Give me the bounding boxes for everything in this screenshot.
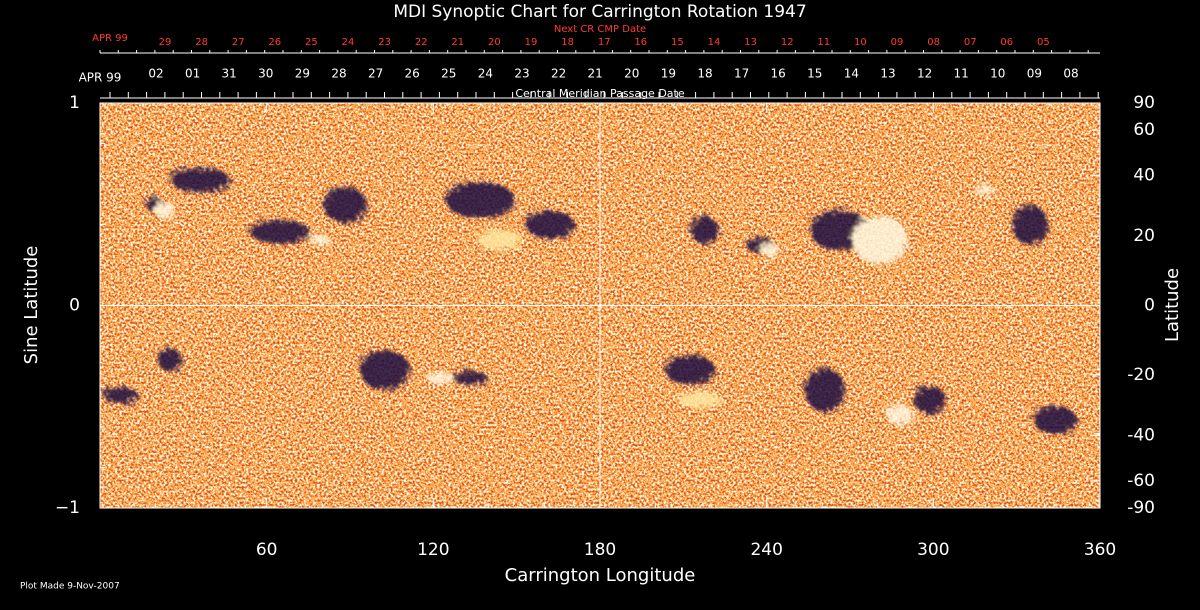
chart-title: MDI Synoptic Chart for Carrington Rotati… [393,2,806,22]
y2-axis-label: Latitude [1162,268,1183,342]
cmp-date: 24 [478,67,493,81]
next-cr-date: 17 [598,37,611,48]
next-cr-date: 15 [671,37,684,48]
cmp-date: 09 [1027,67,1042,81]
next-cr-date: 28 [195,37,208,48]
top-axis-month: APR 99 [92,33,128,44]
next-cr-date: 06 [1000,37,1013,48]
x-tick-label: 180 [584,540,616,560]
next-cr-date: 13 [744,37,757,48]
cmp-date: 26 [405,67,420,81]
next-cr-date: 23 [378,37,391,48]
y2-tick-label: -40 [1127,426,1155,446]
next-cr-date: 25 [305,37,318,48]
y-tick-label: 0 [69,296,80,316]
cmp-date: 20 [624,67,639,81]
next-cr-date: 14 [708,37,721,48]
y2-tick-label: 40 [1133,165,1155,185]
next-cr-date: 22 [415,37,428,48]
next-cr-date: 09 [891,37,904,48]
next-cr-date: 11 [817,37,830,48]
x-tick-label: 360 [1084,540,1116,560]
next-cr-date: 21 [451,37,464,48]
x-axis-label: Carrington Longitude [505,565,696,586]
y2-tick-label: 60 [1133,120,1155,140]
cmp-date: 08 [1063,67,1078,81]
flux-regions [102,168,1077,434]
next-cr-date: 19 [525,37,538,48]
y-axis-label: Sine Latitude [21,246,42,365]
next-cr-date: 16 [634,37,647,48]
cmp-date: 17 [734,67,749,81]
y2-tick-label: 90 [1133,93,1155,113]
next-cr-date: 20 [488,37,501,48]
cmp-date: 01 [185,67,200,81]
cmp-date: 27 [368,67,383,81]
cmp-date: 10 [990,67,1005,81]
cmp-date: 25 [441,67,456,81]
cmp-date: 14 [844,67,859,81]
x-tick-label: 300 [917,540,949,560]
x-tick-label: 240 [750,540,782,560]
y2-tick-label: -20 [1127,365,1155,385]
cmp-date: 12 [917,67,932,81]
cmp-date: 29 [295,67,310,81]
y2-tick-label: -60 [1127,471,1155,491]
next-cr-date: 07 [964,37,977,48]
y2-tick-label: 0 [1144,296,1155,316]
footnote: Plot Made 9-Nov-2007 [20,582,120,592]
next-cr-date: 26 [268,37,281,48]
cmp-date: 18 [697,67,712,81]
cmp-date: 21 [588,67,603,81]
top-axis-label: Next CR CMP Date [554,24,646,35]
next-cr-date: 29 [159,37,172,48]
cmp-date: 22 [551,67,566,81]
cmp-date: 31 [222,67,237,81]
cmp-date: 16 [771,67,786,81]
cmp-date: 13 [880,67,895,81]
y-tick-label: −1 [55,498,80,518]
cmp-date: 30 [258,67,273,81]
cmp-date: 15 [807,67,822,81]
date-axis-label: Central Meridian Passage Date [515,87,684,100]
y2-tick-label: -90 [1127,498,1155,518]
x-tick-label: 60 [256,540,278,560]
next-cr-date: 08 [927,37,940,48]
date-axis-month: APR 99 [79,71,122,85]
next-cr-date: 12 [781,37,794,48]
y-tick-label: 1 [69,93,80,113]
cmp-date: 19 [661,67,676,81]
next-cr-date: 27 [232,37,245,48]
x-tick-label: 120 [417,540,449,560]
cmp-date: 28 [331,67,346,81]
cmp-date: 23 [514,67,529,81]
next-cr-date: 24 [342,37,355,48]
y2-tick-label: 20 [1133,226,1155,246]
next-cr-date: 10 [854,37,867,48]
next-cr-date: 05 [1037,37,1050,48]
cmp-date: 02 [148,67,163,81]
next-cr-date: 18 [561,37,574,48]
cmp-date: 11 [954,67,969,81]
